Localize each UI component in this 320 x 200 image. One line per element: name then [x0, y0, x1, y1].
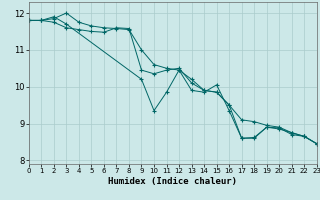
X-axis label: Humidex (Indice chaleur): Humidex (Indice chaleur): [108, 177, 237, 186]
